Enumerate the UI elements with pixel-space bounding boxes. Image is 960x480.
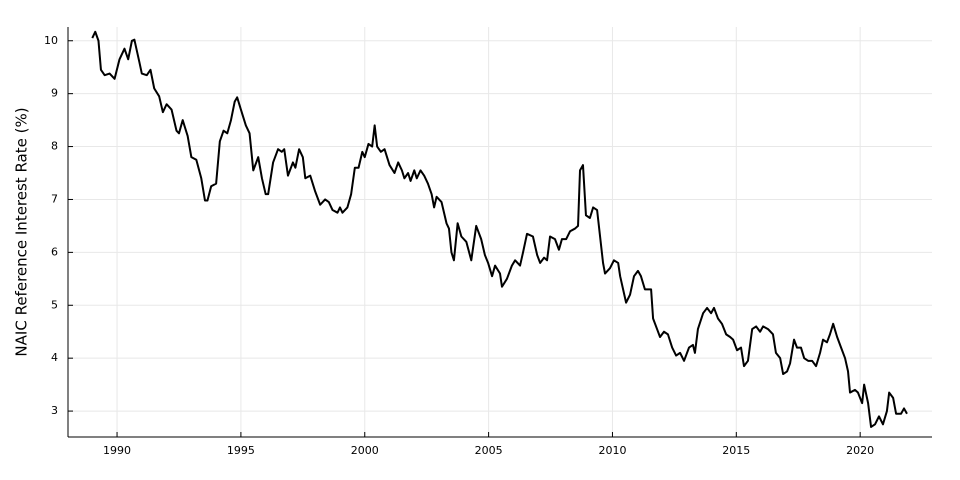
x-tick-label: 2010 — [598, 444, 626, 457]
line — [91, 30, 908, 428]
y-tick-label: 9 — [51, 87, 58, 100]
y-tick-label: 3 — [51, 404, 58, 417]
x-tick-label: 1995 — [227, 444, 255, 457]
x-tick-label: 2005 — [475, 444, 503, 457]
y-axis-label: NAIC Reference Interest Rate (%) — [13, 107, 31, 356]
x-tick-label: 2020 — [846, 444, 874, 457]
y-tick-label: 10 — [44, 34, 58, 47]
y-tick-label: 8 — [51, 140, 58, 153]
y-tick-label: 5 — [51, 298, 58, 311]
y-tick-label: 4 — [51, 351, 58, 364]
x-tick-label: 2000 — [351, 444, 379, 457]
x-tick-label: 2015 — [722, 444, 750, 457]
x-tick-label: 1990 — [103, 444, 131, 457]
y-tick-label: 6 — [51, 245, 58, 258]
y-tick-label: 7 — [51, 192, 58, 205]
